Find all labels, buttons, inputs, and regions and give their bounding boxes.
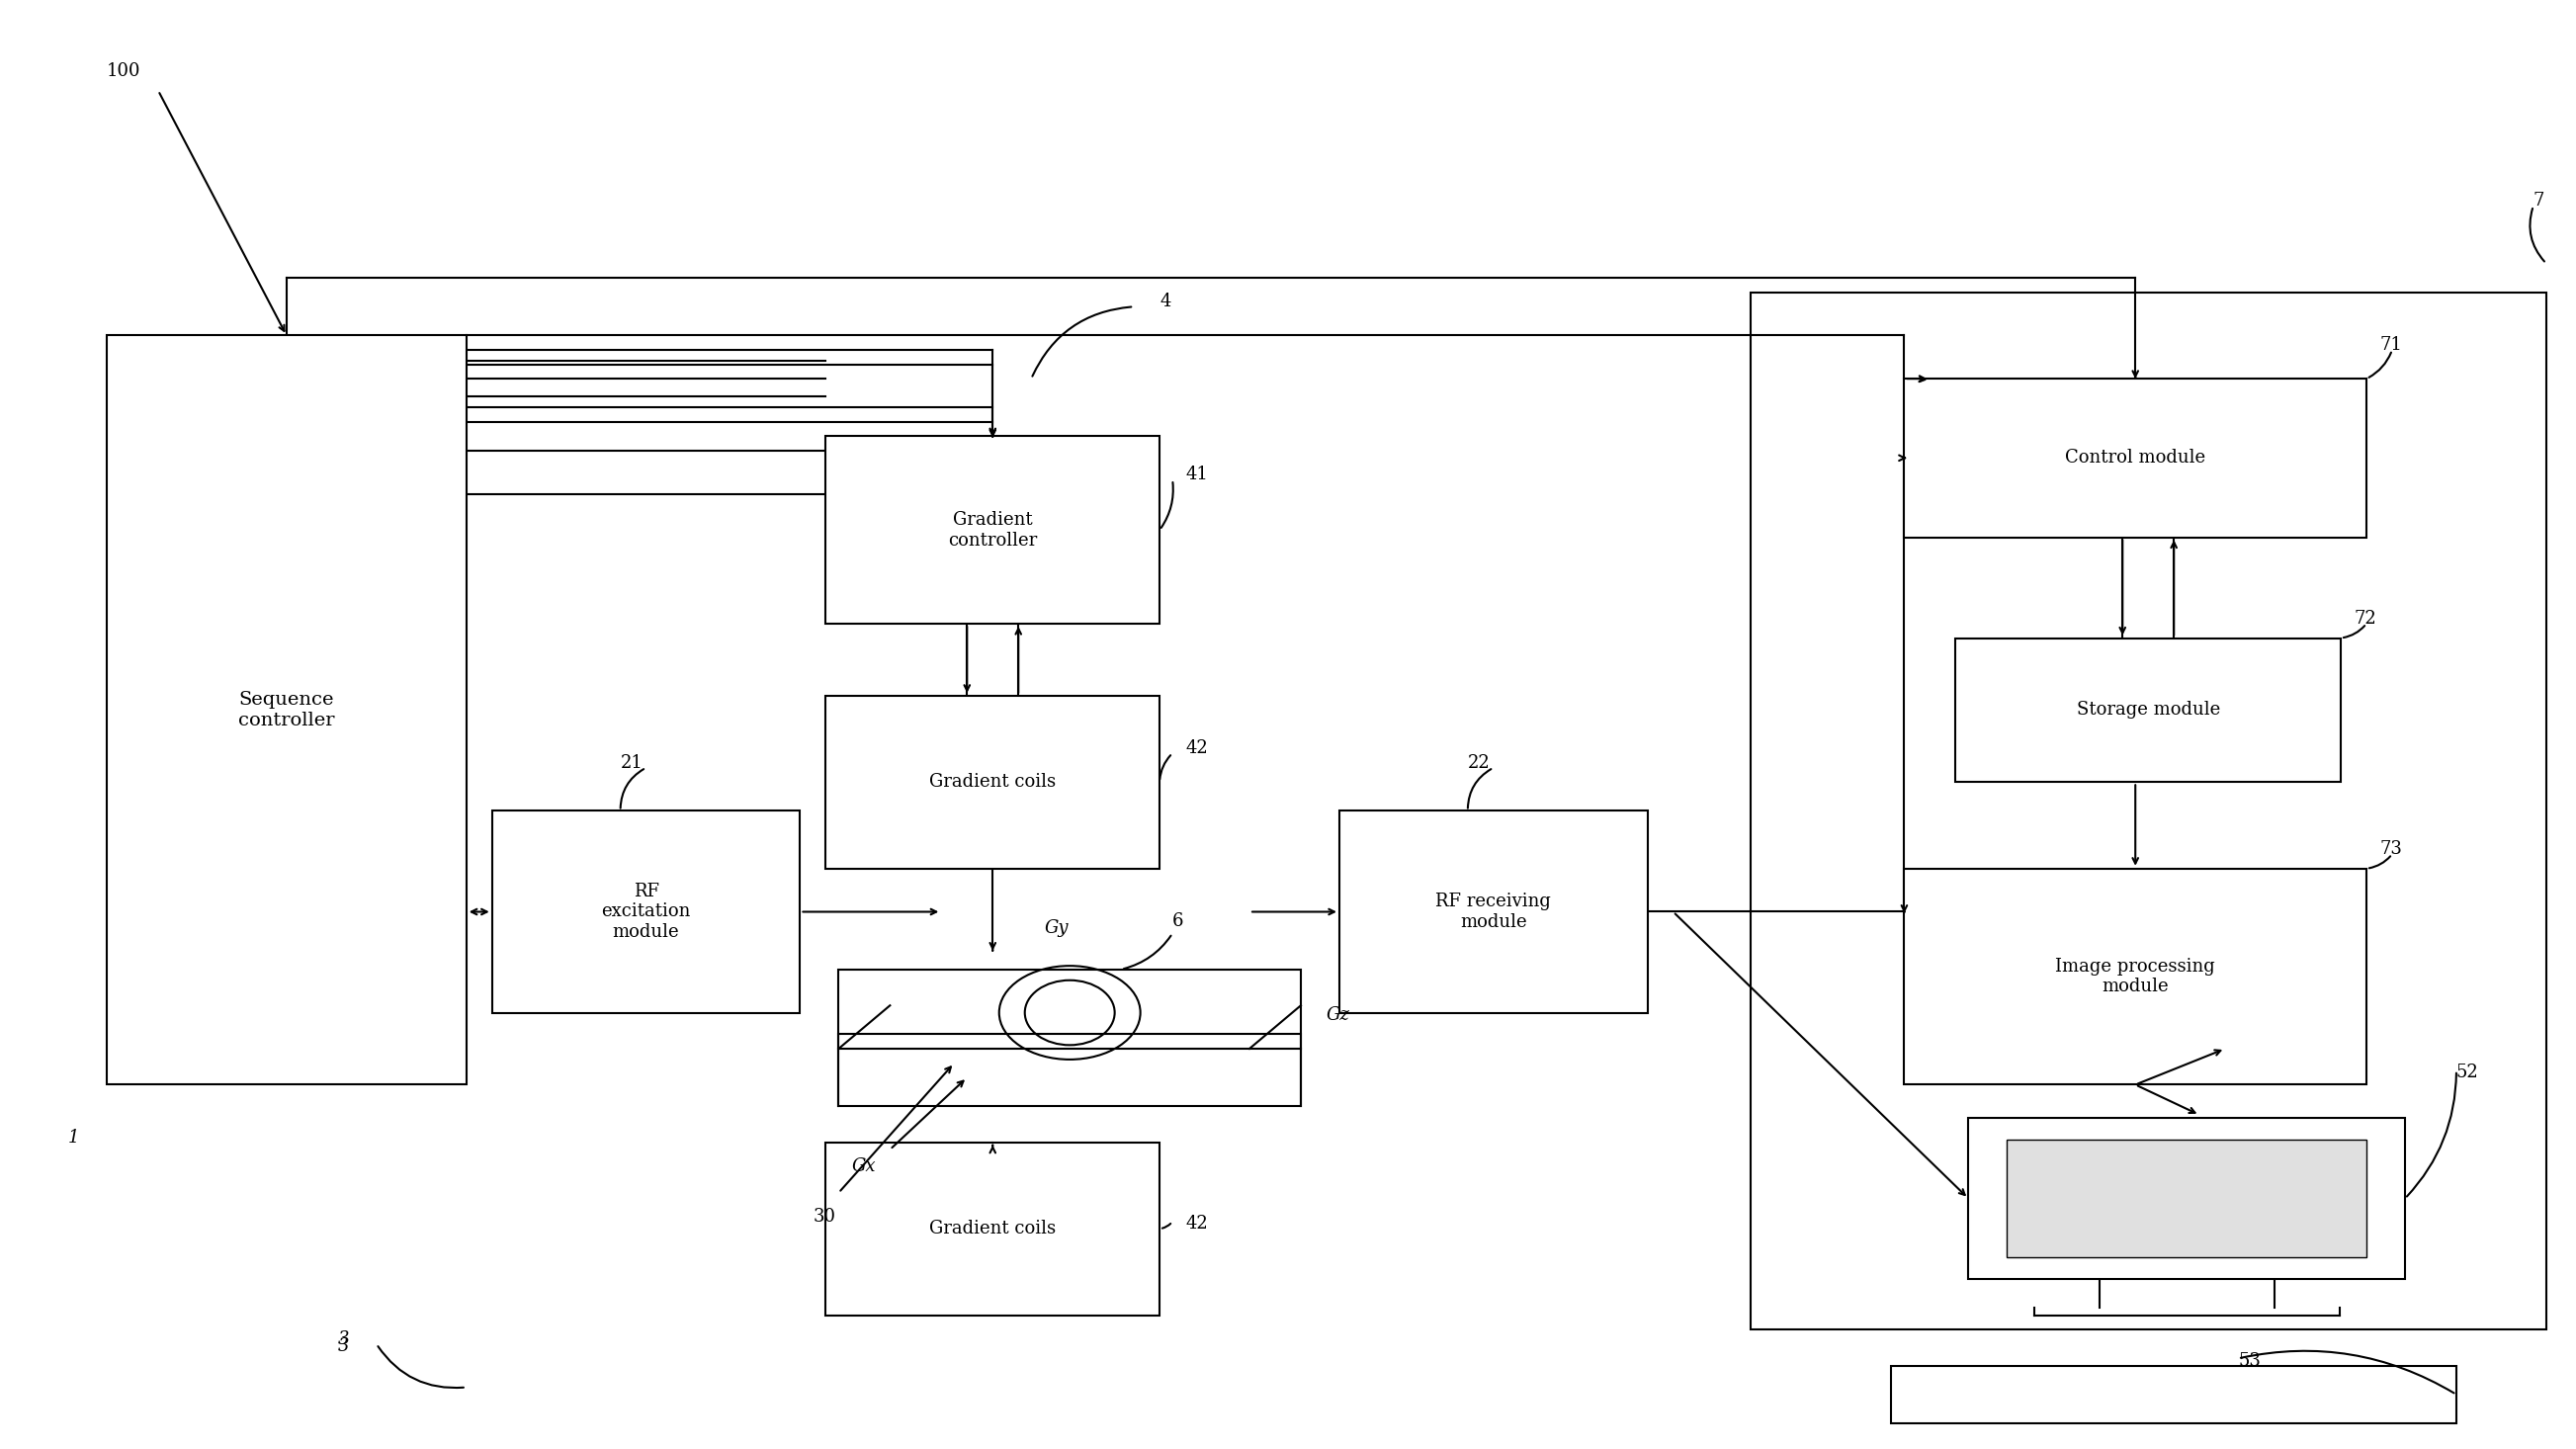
Text: 7: 7 (2532, 191, 2545, 210)
FancyBboxPatch shape (2007, 1139, 2367, 1258)
Text: Gz: Gz (1327, 1006, 1350, 1024)
FancyBboxPatch shape (1340, 811, 1649, 1013)
FancyBboxPatch shape (1904, 378, 2367, 538)
Text: 6: 6 (1172, 913, 1185, 930)
Text: 3: 3 (337, 1337, 350, 1355)
FancyBboxPatch shape (827, 436, 1159, 623)
Text: 1: 1 (70, 1129, 80, 1146)
Text: 4: 4 (1159, 293, 1172, 310)
Text: Gx: Gx (853, 1158, 876, 1175)
Text: Sequence
controller: Sequence controller (240, 691, 335, 729)
Text: 42: 42 (1185, 739, 1208, 758)
Text: Control module: Control module (2066, 449, 2205, 467)
Text: 41: 41 (1185, 465, 1208, 484)
FancyBboxPatch shape (492, 811, 801, 1013)
Text: RF
excitation
module: RF excitation module (600, 882, 690, 942)
Text: 52: 52 (2458, 1064, 2478, 1081)
FancyBboxPatch shape (1968, 1117, 2406, 1279)
Text: 3: 3 (337, 1330, 350, 1348)
FancyBboxPatch shape (1891, 1365, 2458, 1423)
Text: Storage module: Storage module (2076, 701, 2221, 719)
Text: 100: 100 (106, 62, 142, 80)
Text: Gy: Gy (1043, 920, 1069, 938)
Text: 42: 42 (1185, 1214, 1208, 1233)
Text: 72: 72 (2354, 610, 2375, 627)
FancyBboxPatch shape (827, 696, 1159, 868)
FancyBboxPatch shape (1955, 638, 2342, 782)
Text: 30: 30 (814, 1207, 835, 1226)
FancyBboxPatch shape (1904, 868, 2367, 1085)
Text: 53: 53 (2239, 1352, 2262, 1369)
Text: 71: 71 (2380, 336, 2401, 354)
Text: Gradient
controller: Gradient controller (948, 511, 1038, 549)
FancyBboxPatch shape (106, 336, 466, 1085)
Text: RF receiving
module: RF receiving module (1435, 893, 1551, 930)
Text: Image processing
module: Image processing module (2056, 958, 2215, 995)
Text: 73: 73 (2380, 840, 2401, 858)
Text: 22: 22 (1468, 753, 1492, 772)
Text: 21: 21 (621, 753, 644, 772)
Text: Gradient coils: Gradient coils (930, 774, 1056, 791)
Text: Gradient coils: Gradient coils (930, 1220, 1056, 1237)
FancyBboxPatch shape (827, 1142, 1159, 1316)
